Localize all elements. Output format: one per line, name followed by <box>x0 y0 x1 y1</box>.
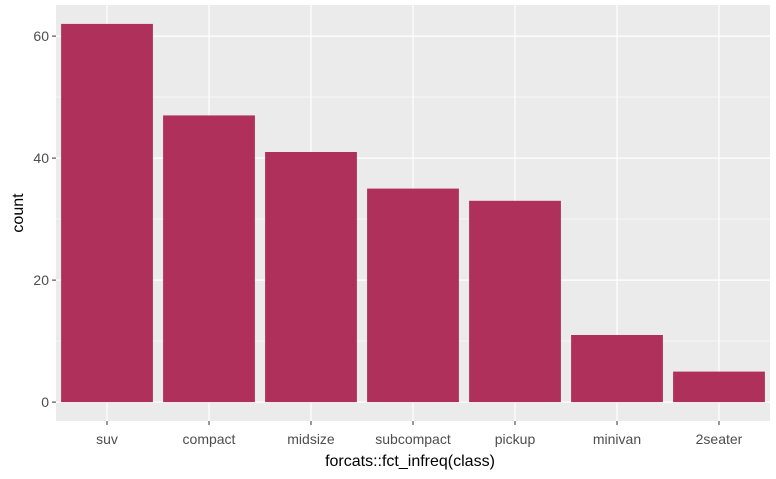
bar-midsize <box>265 152 357 403</box>
bar-2seater <box>673 371 765 403</box>
bar-layer <box>61 23 765 403</box>
y-tick-label: 60 <box>33 28 49 44</box>
bar-suv <box>61 23 153 403</box>
x-tick-label: pickup <box>495 431 536 447</box>
y-tick-label: 20 <box>33 272 49 288</box>
x-tick-label: suv <box>96 431 118 447</box>
x-tick-label: 2seater <box>696 431 743 447</box>
x-axis-title: forcats::fct_infreq(class) <box>325 453 495 470</box>
bar-minivan <box>571 334 663 403</box>
x-tick-label: subcompact <box>375 431 451 447</box>
y-axis-title: count <box>10 193 27 233</box>
y-tick-label: 0 <box>41 394 49 410</box>
x-tick-label: minivan <box>593 431 641 447</box>
bar-subcompact <box>367 188 459 403</box>
tick-layer: 0 20 40 60 suv compact midsize subcompact pickup… <box>33 28 742 447</box>
y-tick-label: 40 <box>33 150 49 166</box>
bar-pickup <box>469 200 561 403</box>
x-tick-label: compact <box>183 431 236 447</box>
x-tick-label: midsize <box>287 431 335 447</box>
bar-compact <box>163 115 255 403</box>
